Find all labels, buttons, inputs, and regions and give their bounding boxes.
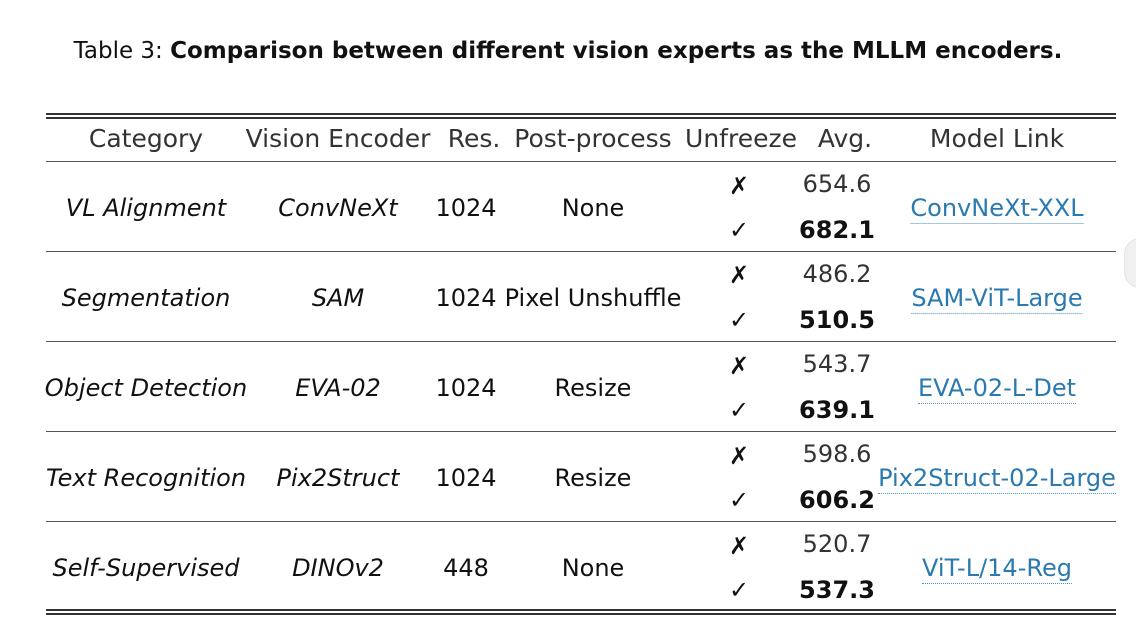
- cross-mark: ✗: [728, 261, 750, 289]
- header-avg: Avg.: [817, 124, 873, 153]
- top-rule: [46, 113, 1116, 115]
- row-category: Self-Supervised: [52, 554, 240, 582]
- bottom-rule-2: [46, 613, 1116, 615]
- frozen-avg: 486.2: [802, 260, 872, 288]
- bottom-rule: [46, 609, 1116, 611]
- row-rule: [46, 341, 1116, 342]
- model-link[interactable]: Pix2Struct-02-Large: [878, 464, 1116, 494]
- row-category: VL Alignment: [65, 194, 227, 222]
- model-link[interactable]: ViT-L/14-Reg: [922, 554, 1072, 584]
- row-res: 1024: [435, 194, 497, 222]
- frozen-avg: 520.7: [802, 530, 872, 558]
- frozen-avg: 543.7: [802, 350, 872, 378]
- row-res: 1024: [435, 464, 497, 492]
- model-link[interactable]: SAM-ViT-Large: [911, 284, 1083, 314]
- side-scroll-handle[interactable]: [1124, 238, 1136, 288]
- cross-mark: ✗: [728, 352, 750, 380]
- caption-prefix: Table 3:: [73, 38, 171, 64]
- row-res: 1024: [435, 284, 497, 312]
- caption-title: Comparison between different vision expe…: [170, 38, 1063, 64]
- check-mark: ✓: [728, 216, 750, 244]
- row-res: 448: [443, 554, 489, 582]
- row-post: Pixel Unshuffle: [504, 284, 682, 312]
- row-rule: [46, 431, 1116, 432]
- row-rule: [46, 251, 1116, 252]
- cross-mark: ✗: [728, 172, 750, 200]
- row-encoder: Pix2Struct: [276, 464, 400, 492]
- row-category: Object Detection: [44, 374, 248, 402]
- model-link[interactable]: ConvNeXt-XXL: [910, 194, 1084, 224]
- header-category: Category: [88, 124, 204, 153]
- unfrozen-avg: 639.1: [799, 396, 875, 424]
- row-category: Text Recognition: [45, 464, 247, 492]
- row-post: None: [561, 194, 625, 222]
- cross-mark: ✗: [728, 442, 750, 470]
- frozen-avg: 598.6: [802, 440, 872, 468]
- row-encoder: ConvNeXt: [278, 194, 398, 222]
- unfrozen-avg: 682.1: [799, 216, 875, 244]
- row-res: 1024: [435, 374, 497, 402]
- header-encoder: Vision Encoder: [245, 124, 431, 153]
- row-encoder: EVA-02: [295, 374, 381, 402]
- header-unfreeze: Unfreeze: [685, 124, 797, 153]
- row-encoder: SAM: [311, 284, 365, 312]
- row-encoder: DINOv2: [292, 554, 384, 582]
- unfrozen-avg: 510.5: [799, 306, 875, 334]
- row-rule: [46, 521, 1116, 522]
- header-link: Model Link: [929, 124, 1065, 153]
- check-mark: ✓: [728, 486, 750, 514]
- header-post: Post-process: [514, 124, 672, 153]
- row-category: Segmentation: [61, 284, 231, 312]
- check-mark: ✓: [728, 396, 750, 424]
- top-rule-2: [46, 117, 1116, 119]
- row-post: Resize: [554, 464, 632, 492]
- model-link[interactable]: EVA-02-L-Det: [917, 374, 1077, 404]
- check-mark: ✓: [728, 306, 750, 334]
- header-res: Res.: [447, 124, 501, 153]
- row-post: None: [561, 554, 625, 582]
- unfrozen-avg: 537.3: [799, 576, 875, 604]
- table-caption: Table 3: Comparison between different vi…: [0, 38, 1136, 64]
- header-rule: [46, 161, 1116, 162]
- row-post: Resize: [554, 374, 632, 402]
- frozen-avg: 654.6: [802, 170, 872, 198]
- check-mark: ✓: [728, 576, 750, 604]
- unfrozen-avg: 606.2: [799, 486, 875, 514]
- cross-mark: ✗: [728, 532, 750, 560]
